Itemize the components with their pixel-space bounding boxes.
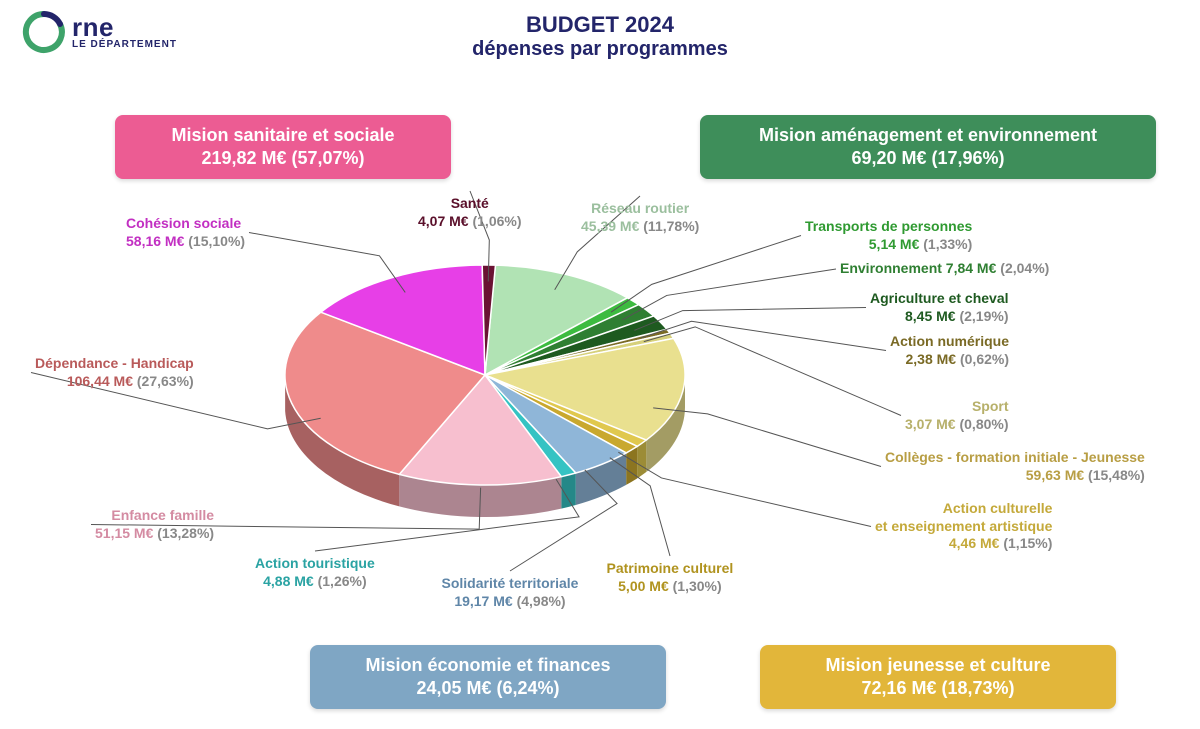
slice-label-value: 4,46 M€ <box>949 535 1003 551</box>
slice-label-title: Cohésion sociale <box>126 215 245 233</box>
slice-label-colleges: Collèges - formation initiale - Jeunesse… <box>885 449 1145 484</box>
slice-label-title: Santé <box>418 195 522 213</box>
slice-label-dependance: Dépendance - Handicap106,44 M€ (27,63%) <box>35 355 194 390</box>
mission-value: 24,05 M€ (6,24%) <box>328 678 648 699</box>
slice-label-value: 58,16 M€ <box>126 233 188 249</box>
slice-label-pct: (2,04%) <box>1000 260 1049 276</box>
pie-chart <box>255 245 715 545</box>
slice-label-title: Transports de personnes <box>805 218 972 236</box>
mission-box-jeunesse: Mision jeunesse et culture72,16 M€ (18,7… <box>760 645 1116 709</box>
slice-label-pct: (1,33%) <box>923 236 972 252</box>
slice-label-pct: (2,19%) <box>959 308 1008 324</box>
slice-label-title: Enfance famille <box>95 507 214 525</box>
slice-label-title: Action culturelle <box>875 500 1052 518</box>
slice-label-value: 7,84 M€ <box>946 260 1000 276</box>
slice-label-title: Sport <box>905 398 1009 416</box>
slice-label-pct: (0,62%) <box>960 351 1009 367</box>
slice-label-tourisme: Action touristique4,88 M€ (1,26%) <box>255 555 375 590</box>
slice-label-title: Dépendance - Handicap <box>35 355 194 373</box>
slice-label-pct: (13,28%) <box>157 525 214 541</box>
slice-label-title: Environnement <box>840 260 946 276</box>
slice-label-reseau: Réseau routier45,39 M€ (11,78%) <box>581 200 699 235</box>
title-line1: BUDGET 2024 <box>0 12 1200 38</box>
slice-label-pct: (15,10%) <box>188 233 245 249</box>
slice-label-environ: Environnement 7,84 M€ (2,04%) <box>840 260 1049 278</box>
slice-label-pct: (1,26%) <box>318 573 367 589</box>
slice-label-solidarite: Solidarité territoriale19,17 M€ (4,98%) <box>442 575 579 610</box>
slice-label-cohesion: Cohésion sociale58,16 M€ (15,10%) <box>126 215 245 250</box>
mission-value: 219,82 M€ (57,07%) <box>133 148 433 169</box>
mission-box-amenage: Mision aménagement et environnement69,20… <box>700 115 1156 179</box>
mission-name: Mision aménagement et environnement <box>718 125 1138 146</box>
slice-label-value: 19,17 M€ <box>454 593 516 609</box>
slice-label-value: 4,88 M€ <box>263 573 317 589</box>
mission-value: 69,20 M€ (17,96%) <box>718 148 1138 169</box>
slice-label-value: 51,15 M€ <box>95 525 157 541</box>
slice-label-sante: Santé4,07 M€ (1,06%) <box>418 195 522 230</box>
mission-box-economie: Mision économie et finances24,05 M€ (6,2… <box>310 645 666 709</box>
slice-label-patrimoine: Patrimoine culturel5,00 M€ (1,30%) <box>607 560 734 595</box>
slice-label-title: Patrimoine culturel <box>607 560 734 578</box>
slice-label-value: 4,07 M€ <box>418 213 472 229</box>
slice-label-value: 5,00 M€ <box>618 578 672 594</box>
mission-name: Mision sanitaire et sociale <box>133 125 433 146</box>
title-line2: dépenses par programmes <box>0 38 1200 61</box>
slice-label-title: et enseignement artistique <box>875 518 1052 536</box>
slice-label-title: Action touristique <box>255 555 375 573</box>
slice-label-value: 2,38 M€ <box>906 351 960 367</box>
slice-label-pct: (0,80%) <box>959 416 1008 432</box>
slice-label-value: 8,45 M€ <box>905 308 959 324</box>
slice-label-value: 5,14 M€ <box>869 236 923 252</box>
slice-label-culture: Action culturelleet enseignement artisti… <box>875 500 1052 553</box>
slice-label-value: 45,39 M€ <box>581 218 643 234</box>
slice-label-numerique: Action numérique2,38 M€ (0,62%) <box>890 333 1009 368</box>
slice-label-pct: (27,63%) <box>137 373 194 389</box>
slice-label-pct: (4,98%) <box>517 593 566 609</box>
slice-label-sport: Sport3,07 M€ (0,80%) <box>905 398 1009 433</box>
slice-label-pct: (1,15%) <box>1003 535 1052 551</box>
mission-name: Mision jeunesse et culture <box>778 655 1098 676</box>
mission-value: 72,16 M€ (18,73%) <box>778 678 1098 699</box>
slice-label-enfance: Enfance famille51,15 M€ (13,28%) <box>95 507 214 542</box>
mission-name: Mision économie et finances <box>328 655 648 676</box>
slice-label-title: Réseau routier <box>581 200 699 218</box>
slice-label-pct: (1,06%) <box>472 213 521 229</box>
slice-label-value: 59,63 M€ <box>1026 467 1088 483</box>
slice-label-title: Collèges - formation initiale - Jeunesse <box>885 449 1145 467</box>
slice-label-pct: (15,48%) <box>1088 467 1145 483</box>
slice-label-pct: (1,30%) <box>673 578 722 594</box>
pie-side-tourisme <box>561 473 575 509</box>
slice-label-title: Agriculture et cheval <box>870 290 1009 308</box>
chart-title: BUDGET 2024 dépenses par programmes <box>0 12 1200 61</box>
slice-label-pct: (11,78%) <box>643 218 699 234</box>
slice-label-agri: Agriculture et cheval8,45 M€ (2,19%) <box>870 290 1009 325</box>
slice-label-title: Action numérique <box>890 333 1009 351</box>
slice-label-value: 3,07 M€ <box>905 416 959 432</box>
mission-box-sanitaire: Mision sanitaire et sociale219,82 M€ (57… <box>115 115 451 179</box>
slice-label-title: Solidarité territoriale <box>442 575 579 593</box>
slice-label-transports: Transports de personnes5,14 M€ (1,33%) <box>805 218 972 253</box>
slice-label-value: 106,44 M€ <box>67 373 137 389</box>
